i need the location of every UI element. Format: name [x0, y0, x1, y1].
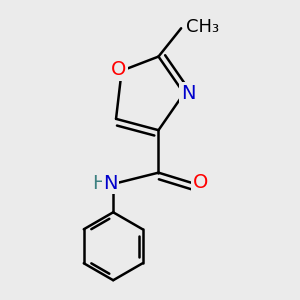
Text: N: N [181, 84, 196, 103]
Text: CH₃: CH₃ [186, 18, 219, 36]
Text: O: O [111, 60, 126, 79]
Text: H: H [92, 175, 107, 194]
Text: O: O [193, 173, 208, 192]
Text: N: N [103, 175, 118, 194]
